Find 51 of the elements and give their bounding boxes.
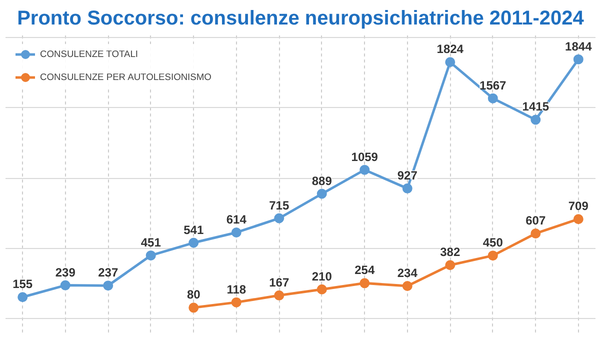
point <box>188 302 199 313</box>
data-label: 254 <box>354 263 375 278</box>
data-label: 234 <box>397 266 418 280</box>
data-label: 167 <box>269 275 290 290</box>
data-label: 118 <box>226 282 246 296</box>
data-label: 541 <box>184 222 204 237</box>
point <box>488 250 498 261</box>
chart-title: Pronto Soccorso: consulenze neuropsichiatriche 2011-2024 <box>17 8 585 30</box>
point <box>360 164 370 175</box>
point <box>573 214 584 224</box>
legend-label: CONSULENZE TOTALI <box>40 49 138 59</box>
data-label: 239 <box>55 265 76 280</box>
data-label: 451 <box>140 235 162 250</box>
point <box>573 54 584 64</box>
point <box>188 238 199 248</box>
point <box>360 278 370 288</box>
point <box>60 280 70 290</box>
legend-label: CONSULENZE PER AUTOLESIONISMO <box>40 72 212 82</box>
data-label: 715 <box>269 198 290 212</box>
data-label: 607 <box>526 213 546 228</box>
point <box>402 183 412 194</box>
point <box>146 250 156 260</box>
point <box>530 114 541 125</box>
data-label: 1415 <box>522 100 550 114</box>
data-label: 155 <box>12 277 33 292</box>
point <box>274 290 284 300</box>
point <box>18 292 28 302</box>
point <box>231 228 242 238</box>
data-label: 1567 <box>480 78 507 92</box>
point <box>316 188 327 199</box>
point <box>316 284 327 294</box>
data-label: 889 <box>312 174 332 188</box>
data-label: 382 <box>440 245 460 260</box>
point <box>445 57 456 68</box>
point <box>231 297 242 308</box>
point <box>402 280 412 291</box>
data-label: 450 <box>482 236 504 250</box>
point <box>103 280 114 291</box>
data-label: 1059 <box>351 150 378 164</box>
data-label: 614 <box>226 212 247 226</box>
data-label: 1824 <box>436 42 464 56</box>
data-label: 1844 <box>565 39 592 54</box>
point <box>488 93 498 104</box>
data-label: 80 <box>186 288 201 302</box>
data-label: 237 <box>98 266 118 280</box>
data-label: 709 <box>568 199 589 214</box>
point <box>274 213 284 224</box>
point <box>445 260 456 270</box>
data-label: 927 <box>397 168 418 182</box>
data-label: 210 <box>312 269 332 284</box>
point <box>530 228 541 238</box>
